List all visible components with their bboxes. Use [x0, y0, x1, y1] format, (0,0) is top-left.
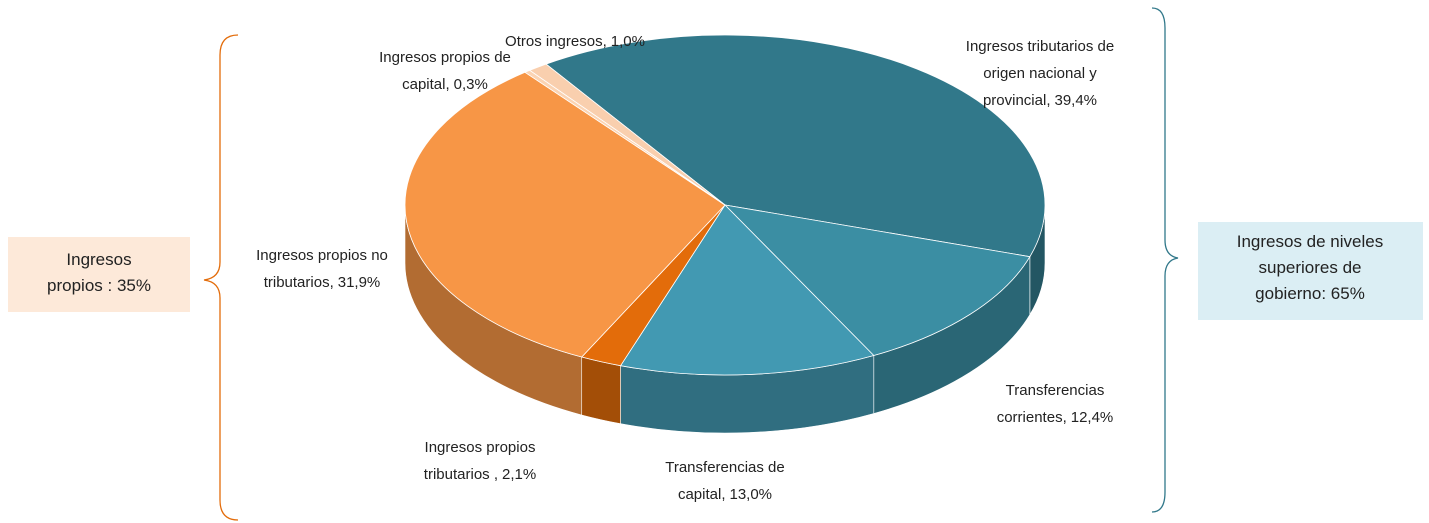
label-line: tributarios , 2,1% — [424, 466, 536, 483]
pie-side — [581, 356, 621, 425]
category-label: capital, — [678, 486, 726, 503]
category-label: tributarios , — [424, 466, 498, 483]
label-line: Transferencias de — [665, 459, 785, 476]
data-label: Ingresos tributarios de origen nacional y… — [966, 38, 1114, 109]
pie-slice — [723, 204, 1031, 356]
label-line: Transferencias — [1006, 382, 1105, 399]
label-line: Otros ingresos, 1,0% — [505, 33, 645, 50]
value-label: 39,4% — [1054, 92, 1097, 109]
category-label: corrientes, — [997, 409, 1067, 426]
category-label: Ingresos propios de — [379, 49, 511, 66]
value-label: 31,9% — [338, 274, 381, 291]
annotation-box — [1198, 222, 1423, 320]
annotation-line: Ingresos de niveles — [1237, 232, 1383, 251]
value-label: 2,1% — [502, 466, 536, 483]
category-label: provincial, — [983, 92, 1051, 109]
pie-slice — [528, 63, 726, 206]
pie-slice — [545, 34, 1046, 258]
label-line: origen nacional y — [983, 65, 1097, 82]
bracket — [203, 34, 239, 521]
label-line: capital, 13,0% — [678, 486, 772, 503]
label-line: Ingresos propios — [425, 439, 536, 456]
annotation-line: superiores de — [1258, 258, 1361, 277]
data-label: Transferencias de capital, 13,0% — [665, 459, 785, 503]
category-label: capital, — [402, 76, 450, 93]
label-line: tributarios, 31,9% — [264, 274, 381, 291]
category-label: Ingresos propios — [425, 439, 536, 456]
category-label: tributarios, — [264, 274, 334, 291]
annotation-line: gobierno: 65% — [1255, 284, 1365, 303]
label-line: capital, 0,3% — [402, 76, 488, 93]
annotation-line: propios : 35% — [47, 276, 151, 295]
label-line: corrientes, 12,4% — [997, 409, 1114, 426]
label-line: Ingresos tributarios de — [966, 38, 1114, 55]
value-label: 1,0% — [611, 33, 645, 50]
data-label: Transferencias corrientes, 12,4% — [997, 382, 1114, 426]
data-label: Ingresos propios tributarios , 2,1% — [424, 439, 536, 483]
category-label: Transferencias — [1006, 382, 1105, 399]
bracket — [1151, 7, 1179, 513]
data-label: Ingresos propios de capital, 0,3% — [379, 49, 511, 93]
label-line: Ingresos propios de — [379, 49, 511, 66]
category-label: Ingresos propios no — [256, 247, 388, 264]
value-label: 0,3% — [454, 76, 488, 93]
data-label: Ingresos propios no tributarios, 31,9% — [256, 247, 388, 291]
category-label: Ingresos tributarios de — [966, 38, 1114, 55]
annotation: Ingresos propios : 35% — [47, 250, 151, 295]
value-label: 12,4% — [1071, 409, 1114, 426]
label-line: provincial, 39,4% — [983, 92, 1097, 109]
pie-slice — [619, 204, 875, 376]
category-label: origen nacional y — [983, 65, 1097, 82]
value-label: 13,0% — [729, 486, 772, 503]
pie-slice — [404, 71, 726, 358]
annotation-box — [8, 237, 190, 312]
label-line: Ingresos propios no — [256, 247, 388, 264]
data-label: Otros ingresos, 1,0% — [505, 33, 645, 50]
category-label: Otros ingresos, — [505, 33, 607, 50]
annotation: Ingresos de niveles superiores de gobierno… — [1237, 232, 1383, 303]
category-label: Transferencias de — [665, 459, 785, 476]
annotation-line: Ingresos — [66, 250, 131, 269]
